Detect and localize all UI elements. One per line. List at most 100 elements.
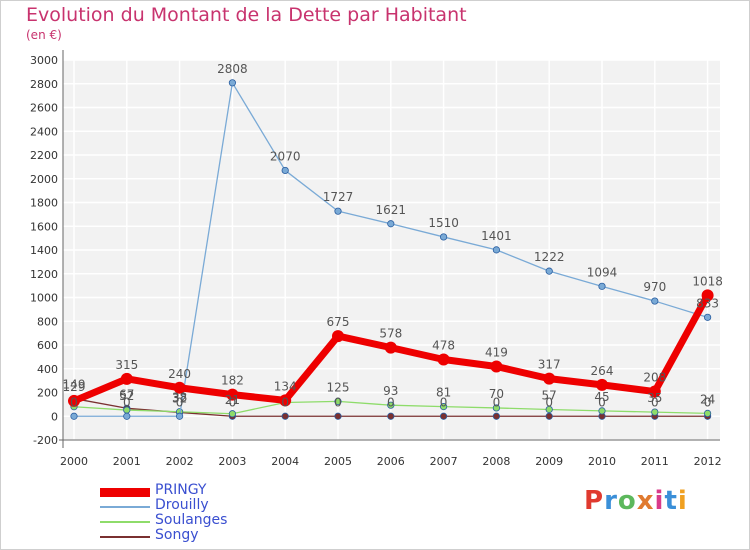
data-label-drouilly: 0: [176, 395, 184, 409]
data-point-soulanges: [598, 407, 606, 415]
data-label-soulanges: 57: [542, 388, 557, 402]
data-label-drouilly: 0: [70, 395, 78, 409]
x-tick-label: 2011: [641, 455, 669, 468]
data-point-drouilly: [598, 282, 606, 290]
data-label-songy: 0: [704, 395, 712, 409]
y-tick-label: -200: [33, 434, 58, 447]
data-label-drouilly: 1222: [534, 250, 565, 264]
data-point-drouilly: [176, 412, 184, 420]
data-label-pringy: 182: [221, 374, 244, 388]
data-point-drouilly: [228, 79, 236, 87]
x-tick-label: 2004: [271, 455, 299, 468]
data-point-songy: [545, 412, 553, 420]
proxiti-logo: Proxiti: [584, 486, 688, 516]
logo-letter: i: [677, 486, 688, 516]
data-point-pringy: [490, 360, 503, 373]
data-point-pringy: [226, 388, 239, 401]
data-label-songy: 0: [334, 395, 342, 409]
data-label-songy: 0: [440, 395, 448, 409]
data-label-pringy: 317: [538, 358, 561, 372]
data-label-songy: 0: [598, 395, 606, 409]
data-label-drouilly: 1727: [323, 190, 354, 204]
legend-swatch: [100, 521, 150, 523]
y-tick-label: 1600: [30, 220, 58, 233]
data-point-pringy: [173, 381, 186, 394]
data-point-songy: [492, 412, 500, 420]
logo-letter: P: [584, 486, 605, 516]
x-tick-label: 2008: [482, 455, 510, 468]
data-label-pringy: 134: [274, 379, 297, 393]
data-point-songy: [281, 412, 289, 420]
data-label-pringy: 478: [432, 338, 455, 352]
logo-letter: i: [654, 486, 665, 516]
data-label-drouilly: 970: [643, 280, 666, 294]
data-point-pringy: [543, 372, 556, 385]
y-tick-label: 800: [37, 315, 58, 328]
data-point-pringy: [384, 341, 397, 354]
data-label-drouilly: 2808: [217, 62, 248, 76]
logo-letter: t: [664, 486, 678, 516]
data-point-drouilly: [545, 267, 553, 275]
y-tick-label: 1200: [30, 268, 58, 281]
data-label-songy: 0: [387, 395, 395, 409]
data-label-songy: 0: [493, 395, 501, 409]
data-label-pringy: 578: [379, 327, 402, 341]
data-point-songy: [439, 412, 448, 420]
data-label-pringy: 129: [63, 380, 86, 394]
data-point-pringy: [596, 378, 608, 391]
x-tick-label: 2012: [694, 455, 722, 468]
data-point-drouilly: [123, 412, 131, 420]
y-tick-label: 200: [37, 387, 58, 400]
data-point-drouilly: [387, 220, 395, 228]
data-label-songy: 0: [229, 395, 237, 409]
data-point-drouilly: [703, 313, 712, 321]
y-tick-label: 1000: [30, 292, 58, 305]
x-tick-label: 2002: [166, 455, 194, 468]
data-label-drouilly: 0: [123, 395, 131, 409]
y-tick-label: 2000: [30, 173, 58, 186]
y-tick-label: 2800: [30, 78, 58, 91]
data-point-drouilly: [492, 246, 500, 254]
legend-swatch: [100, 536, 150, 538]
data-point-pringy: [120, 372, 133, 385]
logo-letter: o: [617, 486, 637, 516]
data-label-soulanges: 35: [647, 391, 662, 405]
data-point-soulanges: [387, 401, 395, 409]
x-tick-label: 2006: [377, 455, 405, 468]
data-label-pringy: 315: [115, 358, 138, 372]
data-point-drouilly: [439, 233, 448, 241]
y-tick-label: 2400: [30, 125, 58, 138]
y-tick-label: 2600: [30, 102, 58, 115]
y-tick-label: 0: [51, 410, 58, 423]
data-label-drouilly: 833: [696, 296, 719, 310]
data-point-drouilly: [281, 166, 289, 175]
data-label-pringy: 208: [643, 371, 666, 385]
data-label-pringy: 1018: [692, 274, 723, 288]
data-point-soulanges: [334, 397, 342, 406]
data-point-soulanges: [545, 405, 553, 414]
data-label-soulanges: 125: [327, 380, 350, 394]
data-label-songy: 149: [63, 378, 86, 392]
data-label-soulanges: 52: [119, 389, 134, 403]
data-label-pringy: 240: [168, 367, 191, 381]
y-tick-label: 1800: [30, 197, 58, 210]
data-label-soulanges: 24: [700, 392, 715, 406]
data-point-drouilly: [651, 297, 659, 305]
data-point-songy: [387, 412, 395, 420]
data-label-songy: 0: [545, 395, 553, 409]
data-label-soulanges: 70: [489, 387, 504, 401]
x-tick-label: 2010: [588, 455, 616, 468]
data-point-songy: [334, 412, 342, 420]
data-label-pringy: 419: [485, 345, 508, 359]
data-label-soulanges: 93: [383, 384, 398, 398]
data-point-soulanges: [492, 404, 500, 412]
data-label-songy: 0: [281, 395, 289, 409]
logo-letter: x: [636, 486, 655, 516]
data-label-pringy: 675: [327, 315, 350, 329]
data-label-pringy: 264: [591, 364, 614, 378]
y-tick-label: 600: [37, 339, 58, 352]
data-label-soulanges: 21: [225, 393, 240, 407]
legend-swatch: [100, 506, 150, 508]
data-label-drouilly: 2070: [270, 149, 301, 163]
